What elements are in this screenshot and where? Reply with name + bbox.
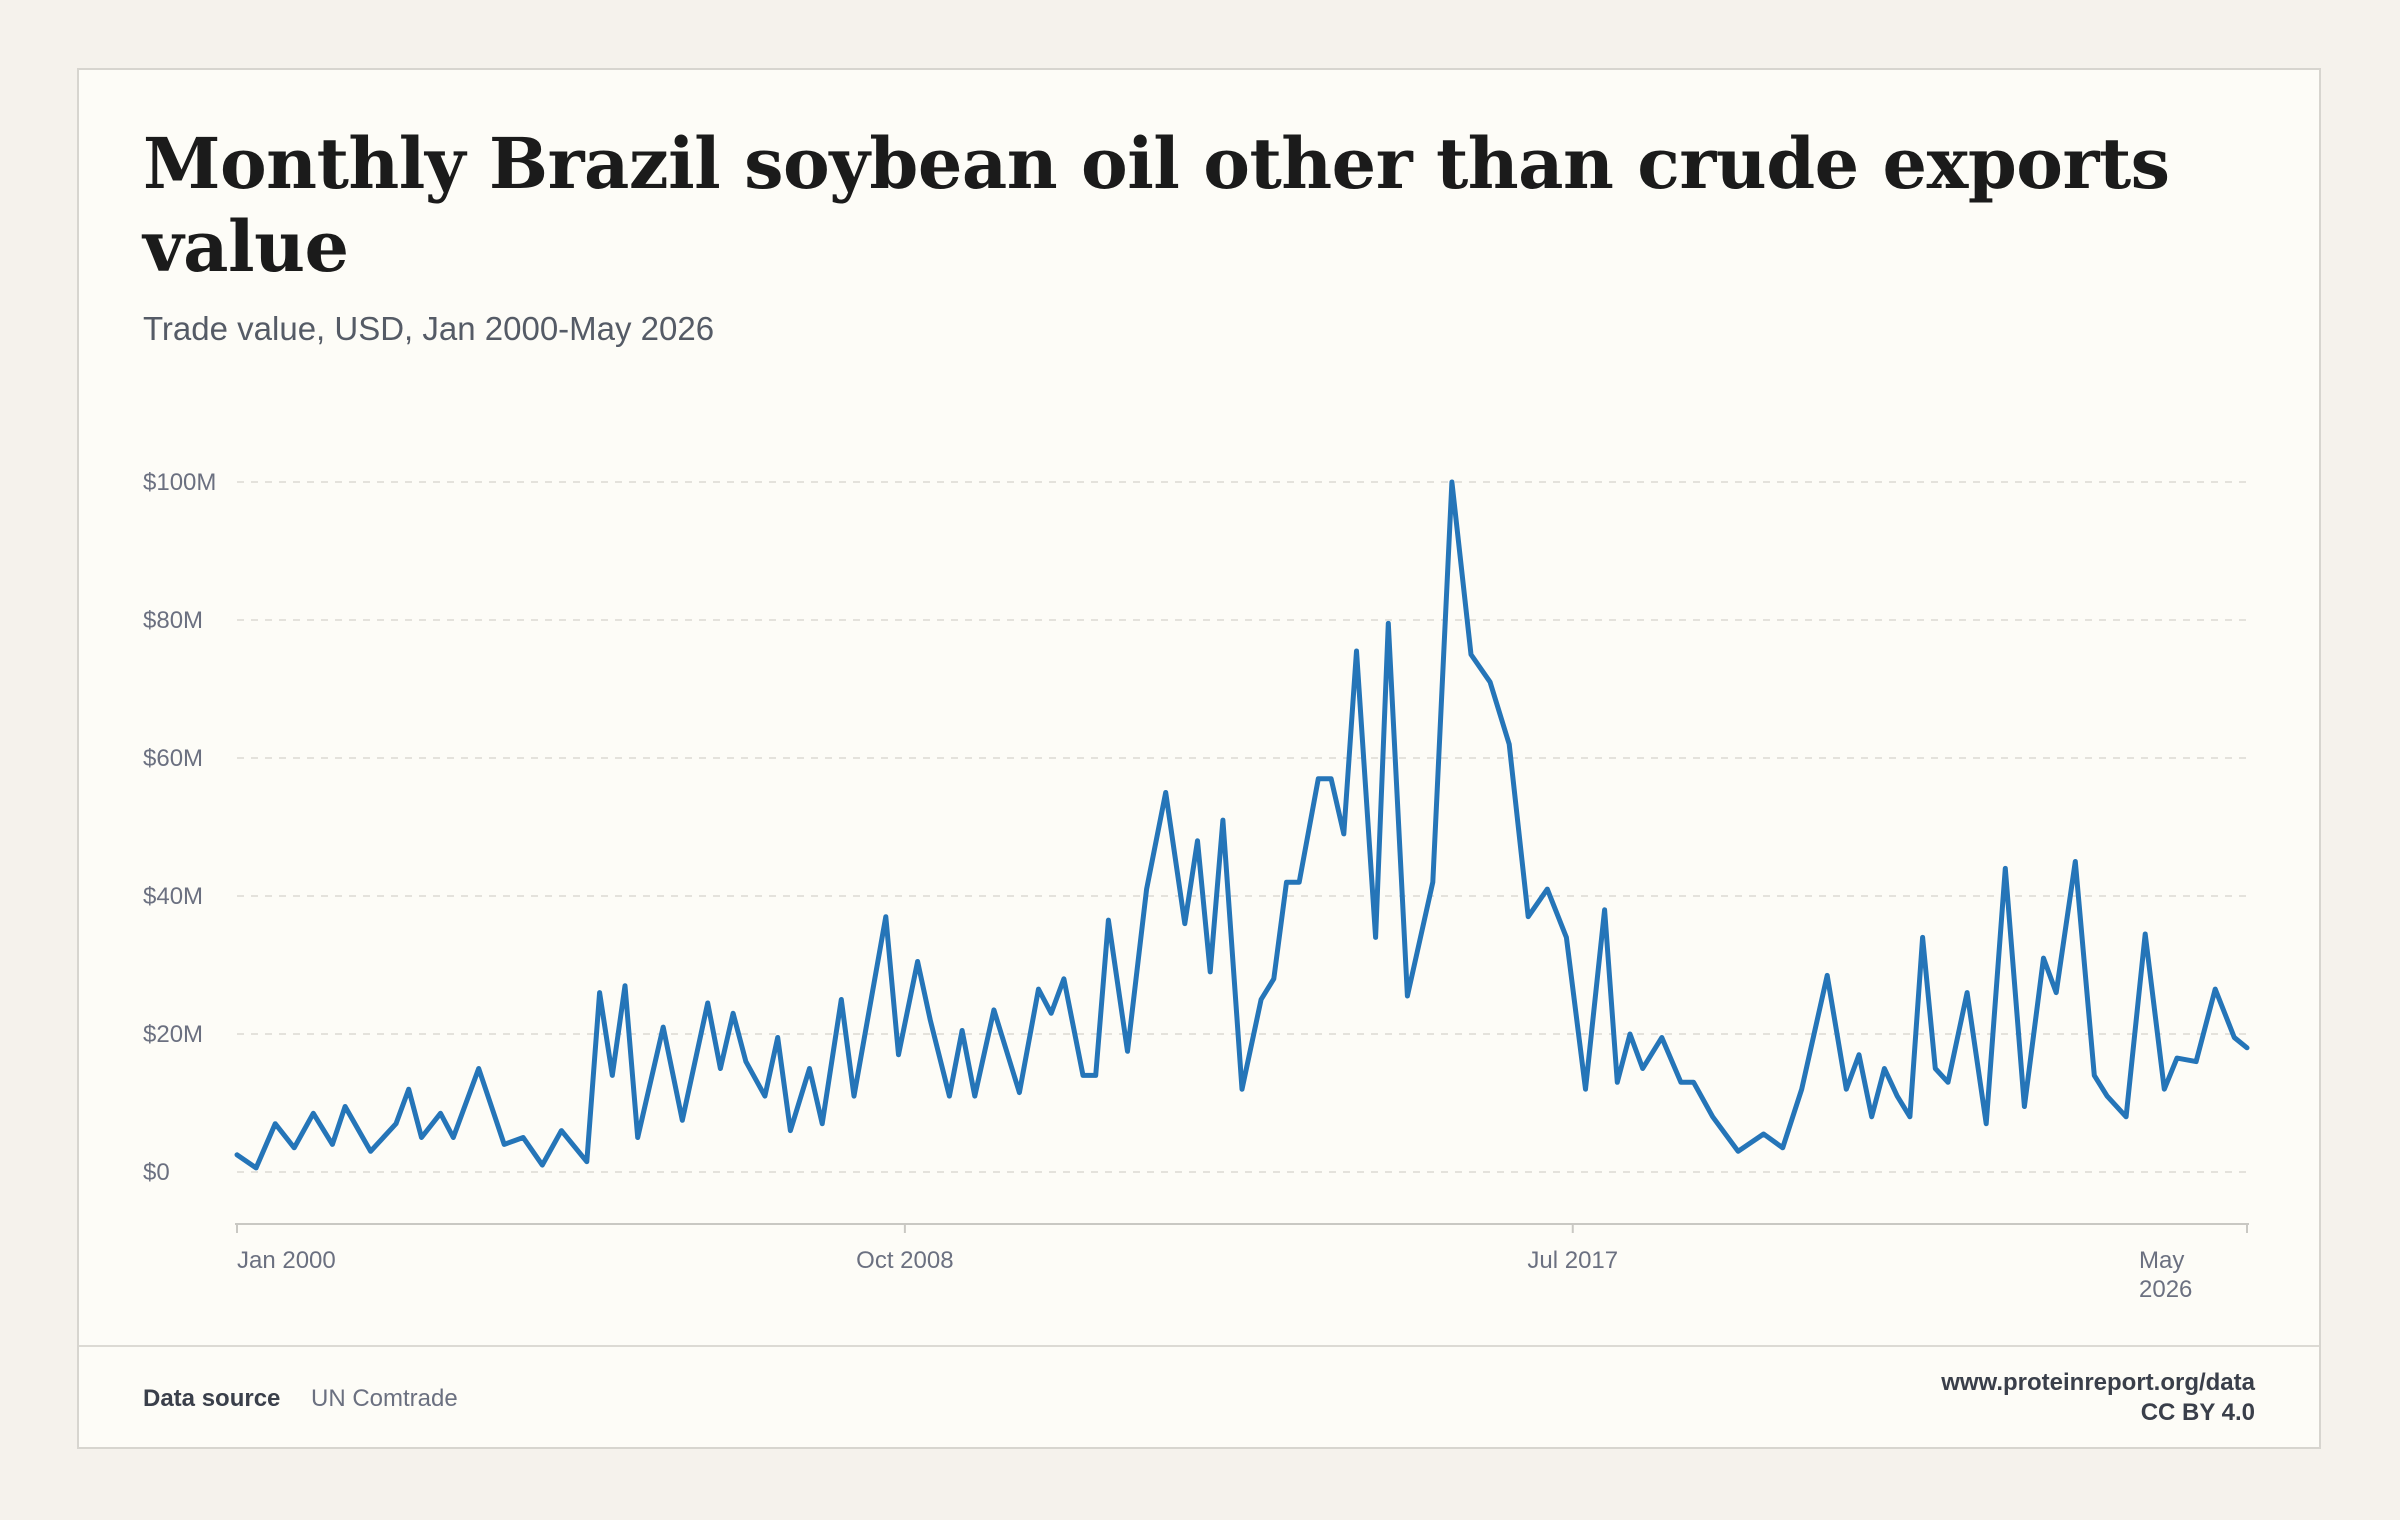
- y-tick-label: $40M: [143, 883, 203, 910]
- x-tick-label: May 2026: [2139, 1247, 2192, 1303]
- tick-labels: $0 $20M $40M $60M $80M $100M Jan 2000 Oct 2008 J…: [143, 469, 2192, 1303]
- series-line: [234, 479, 2250, 1171]
- y-tick-label: $80M: [143, 607, 203, 634]
- y-tick-label: $100M: [143, 469, 216, 496]
- x-tick-label: Oct 2008: [856, 1247, 953, 1274]
- footer: Data source UN Comtrade www.proteinrepor…: [79, 1345, 2319, 1447]
- series-layer: [234, 479, 2250, 1171]
- y-tick-label: $0: [143, 1159, 170, 1186]
- license-label: CC BY 4.0: [2140, 1399, 2255, 1426]
- line-chart: $0 $20M $40M $60M $80M $100M Jan 2000 Oct 2008 J…: [143, 469, 2250, 1303]
- y-tick-label: $60M: [143, 745, 203, 772]
- chart-title: Monthly Brazil soybean oil other than cr…: [143, 122, 2170, 288]
- x-tick-label: Jul 2017: [1527, 1247, 1618, 1274]
- data-source-value: UN Comtrade: [311, 1385, 458, 1412]
- chart-subtitle: Trade value, USD, Jan 2000-May 2026: [143, 310, 715, 347]
- data-source-label: Data source: [143, 1385, 281, 1412]
- site-url: www.proteinreport.org/data: [1941, 1369, 2255, 1396]
- x-axis: [235, 1223, 2249, 1233]
- chart-card: Monthly Brazil soybean oil other than cr…: [77, 68, 2321, 1449]
- x-tick-label: Jan 2000: [237, 1247, 336, 1274]
- y-tick-label: $20M: [143, 1021, 203, 1048]
